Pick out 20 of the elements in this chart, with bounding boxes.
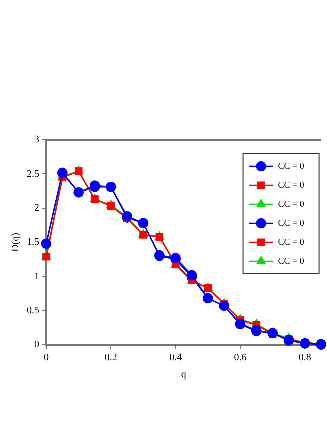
y-tick-label: 1.5: [27, 237, 40, 248]
y-axis-title: D(q): [10, 233, 22, 252]
y-tick-label: 0.5: [27, 305, 40, 316]
y-tick-label: 2.5: [27, 168, 40, 180]
legend-label: CC = 0: [278, 236, 305, 247]
y-tick-label: 0: [34, 340, 40, 351]
x-tick-label: 0: [44, 352, 49, 364]
legend-label: CC = 0: [278, 160, 305, 171]
legend-label: CC = 0: [278, 256, 305, 266]
y-tick-label: 3: [34, 134, 40, 146]
x-tick-label: 0.2: [104, 352, 118, 364]
legend-label: CC = 0: [278, 198, 305, 209]
legend-label: CC = 0: [278, 218, 305, 228]
x-tick-label: 0.4: [170, 352, 182, 364]
x-axis-title: q: [181, 370, 186, 381]
y-tick-label: 1: [34, 271, 40, 282]
y-tick-label: 2: [34, 202, 40, 214]
x-tick-label: 0.6: [234, 352, 247, 364]
legend-label: CC = 0: [278, 180, 305, 190]
x-tick-label: 0.8: [298, 352, 312, 364]
